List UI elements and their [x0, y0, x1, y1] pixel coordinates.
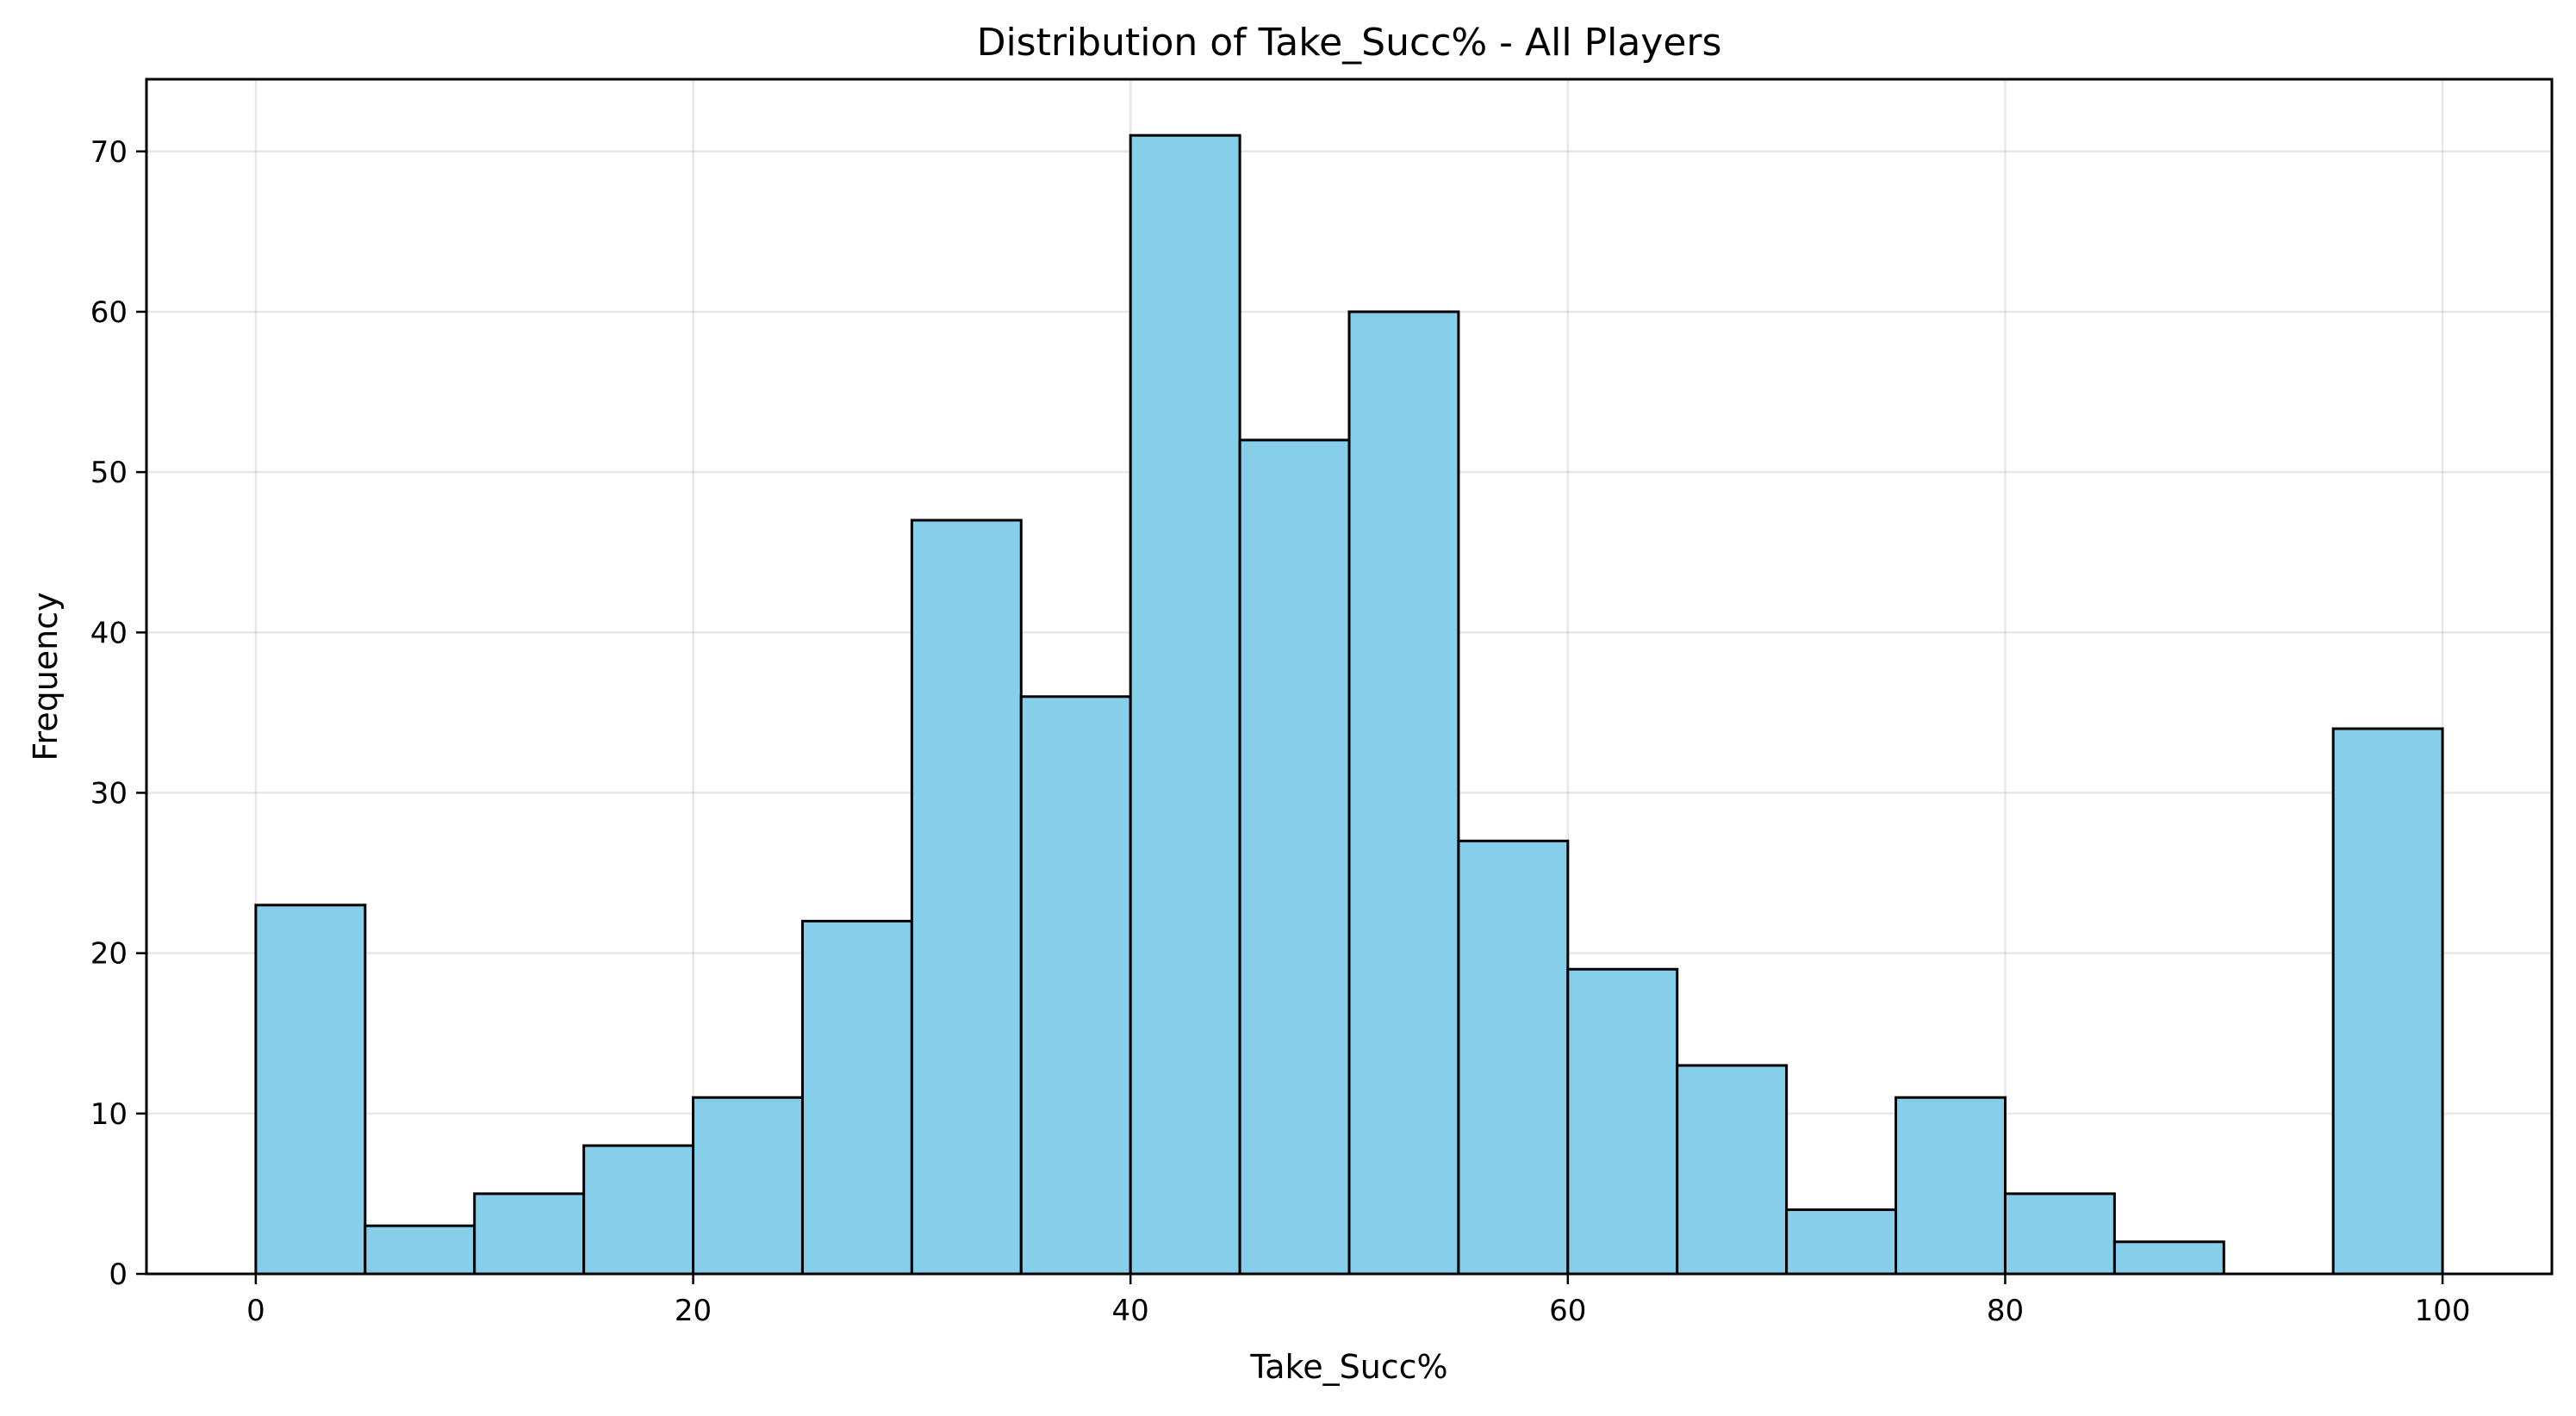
- y-tick-label: 70: [90, 135, 128, 170]
- y-tick-label: 40: [90, 616, 128, 650]
- x-tick-label: 40: [1112, 1294, 1149, 1328]
- histogram-bar: [1129, 134, 1241, 1276]
- x-tick-label: 100: [2415, 1294, 2471, 1328]
- chart-title: Distribution of Take_Succ% - All Players: [977, 21, 1722, 65]
- histogram-bar: [1895, 1096, 2007, 1276]
- histogram-bar: [1676, 1064, 1789, 1276]
- histogram-bar: [473, 1192, 586, 1276]
- histogram-bar: [1785, 1208, 1898, 1276]
- histogram-bar: [2112, 1240, 2225, 1276]
- histogram-bar: [364, 1224, 476, 1276]
- x-tick-label: 20: [675, 1294, 712, 1328]
- x-tick-label: 80: [1987, 1294, 2024, 1328]
- histogram-bar: [910, 519, 1023, 1276]
- y-tick-label: 60: [90, 295, 128, 330]
- x-axis-label: Take_Succ%: [1249, 1348, 1447, 1386]
- y-tick-label: 0: [109, 1258, 128, 1292]
- histogram-bar: [800, 919, 913, 1276]
- ticks-layer: 0 20 40 60 80 100 0 10 20 30 40 50 60 70: [90, 135, 2471, 1328]
- y-tick-label: 30: [90, 776, 128, 810]
- histogram-bar: [254, 904, 367, 1276]
- plot-frame: [145, 78, 2554, 1276]
- histogram-bar: [1566, 967, 1679, 1276]
- histogram-bar: [2331, 727, 2444, 1276]
- x-tick-label: 60: [1549, 1294, 1586, 1328]
- y-tick-label: 50: [90, 456, 128, 490]
- histogram-bar: [582, 1144, 695, 1276]
- y-tick-label: 10: [90, 1097, 128, 1132]
- histogram-bar: [2003, 1192, 2116, 1276]
- histogram-bar: [1347, 310, 1460, 1276]
- histogram-bar: [1238, 438, 1351, 1276]
- y-tick-label: 20: [90, 937, 128, 972]
- y-axis-label: Frequency: [27, 592, 65, 761]
- histogram-bar: [1019, 695, 1132, 1276]
- histogram-bar: [692, 1096, 804, 1276]
- histogram-bar: [1457, 839, 1570, 1276]
- x-tick-label: 0: [246, 1294, 265, 1328]
- bars-layer: [254, 134, 2444, 1276]
